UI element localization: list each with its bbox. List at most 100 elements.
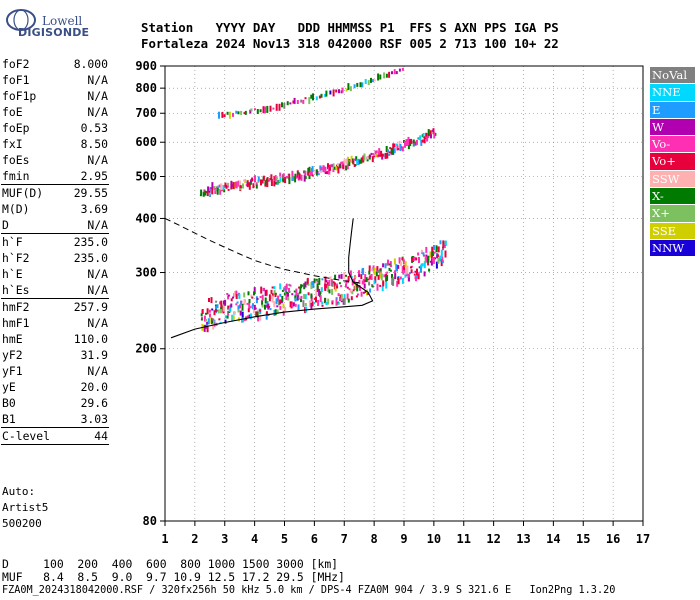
param-label: foEp bbox=[2, 121, 30, 135]
param-label: h`F2 bbox=[2, 251, 30, 265]
echo-mark bbox=[362, 267, 365, 275]
param-label: yE bbox=[2, 380, 16, 394]
echo-mark bbox=[388, 263, 391, 266]
echo-mark bbox=[397, 276, 400, 278]
echo-mark bbox=[254, 175, 256, 183]
x-tick-label: 16 bbox=[606, 532, 620, 546]
echo-mark bbox=[248, 299, 251, 303]
auto-program: Artist5 bbox=[2, 501, 49, 514]
echo-mark bbox=[306, 277, 309, 285]
echo-mark bbox=[331, 280, 334, 287]
echo-mark bbox=[324, 166, 327, 173]
echo-mark bbox=[369, 275, 372, 280]
echo-mark bbox=[392, 148, 395, 155]
echo-mark bbox=[426, 136, 429, 142]
echo-mark bbox=[418, 266, 421, 269]
echo-mark bbox=[376, 154, 379, 158]
echo-mark bbox=[327, 286, 330, 292]
echo-mark bbox=[375, 150, 378, 154]
echo-mark bbox=[241, 303, 244, 311]
echo-mark bbox=[296, 100, 299, 104]
x-tick-label: 6 bbox=[311, 532, 318, 546]
echo-mark bbox=[270, 289, 273, 294]
echo-mark bbox=[367, 80, 370, 86]
echo-mark bbox=[422, 133, 425, 138]
echo-mark bbox=[381, 286, 384, 292]
echo-mark bbox=[357, 158, 360, 165]
echo-mark bbox=[360, 158, 363, 164]
echo-mark bbox=[301, 284, 304, 287]
echo-mark bbox=[407, 136, 410, 144]
echo-mark bbox=[396, 143, 398, 146]
echo-mark bbox=[320, 170, 322, 173]
param-row: foE N/A bbox=[0, 104, 110, 120]
echo-mark bbox=[370, 268, 373, 271]
echo-mark bbox=[326, 171, 329, 175]
param-value: 29.6 bbox=[80, 396, 108, 410]
echo-mark bbox=[413, 273, 416, 276]
echo-mark bbox=[285, 283, 288, 290]
echo-mark bbox=[261, 304, 264, 308]
echo-mark bbox=[370, 152, 373, 155]
echo-mark bbox=[343, 272, 346, 280]
echo-mark bbox=[319, 291, 322, 295]
echo-mark bbox=[335, 283, 338, 286]
echo-mark bbox=[339, 297, 341, 301]
echo-mark bbox=[412, 139, 415, 147]
echo-mark bbox=[325, 280, 328, 283]
echo-mark bbox=[314, 171, 317, 175]
echo-mark bbox=[220, 183, 223, 191]
echo-mark bbox=[262, 106, 265, 114]
echo-mark bbox=[276, 179, 279, 185]
echo-mark bbox=[279, 305, 282, 310]
echo-mark bbox=[232, 182, 235, 189]
echo-mark bbox=[348, 288, 351, 291]
param-value: 2.95 bbox=[80, 169, 108, 183]
echo-mark bbox=[264, 106, 267, 114]
echo-mark bbox=[393, 148, 396, 154]
echo-mark bbox=[275, 298, 278, 305]
echo-mark bbox=[352, 289, 355, 292]
x-tick-label: 12 bbox=[486, 532, 500, 546]
echo-mark bbox=[291, 293, 294, 296]
echo-mark bbox=[379, 284, 382, 287]
echo-mark bbox=[384, 152, 387, 159]
echo-mark bbox=[300, 295, 303, 299]
echo-mark bbox=[226, 185, 229, 188]
echo-mark bbox=[347, 83, 350, 91]
param-label: hmF1 bbox=[2, 316, 30, 330]
echo-mark bbox=[253, 304, 256, 310]
legend-item: SSE bbox=[650, 222, 695, 240]
param-value: 29.55 bbox=[73, 186, 108, 200]
echo-mark bbox=[363, 283, 366, 289]
echo-mark bbox=[240, 300, 243, 303]
x-tick-label: 11 bbox=[457, 532, 471, 546]
echo-mark bbox=[204, 190, 207, 196]
echo-mark bbox=[388, 267, 391, 271]
echo-mark bbox=[311, 174, 314, 177]
echo-mark bbox=[407, 274, 410, 278]
echo-mark bbox=[402, 272, 405, 275]
echo-mark bbox=[335, 298, 338, 306]
echo-mark bbox=[216, 187, 219, 195]
echo-mark bbox=[256, 311, 259, 318]
echo-mark bbox=[283, 102, 286, 109]
echo-mark bbox=[393, 258, 396, 265]
echo-mark bbox=[308, 166, 311, 173]
echo-mark bbox=[266, 177, 269, 183]
echo-mark bbox=[284, 285, 287, 292]
echo-mark bbox=[442, 248, 444, 251]
echo-mark bbox=[430, 258, 433, 266]
echo-mark bbox=[389, 147, 392, 150]
echo-mark bbox=[243, 292, 246, 298]
echo-mark bbox=[217, 309, 220, 314]
echo-mark bbox=[249, 180, 252, 185]
echo-mark bbox=[311, 281, 314, 286]
echo-mark bbox=[338, 164, 341, 168]
echo-mark bbox=[417, 252, 420, 256]
echo-mark bbox=[248, 302, 251, 309]
echo-mark bbox=[206, 321, 209, 326]
echo-mark bbox=[315, 96, 318, 101]
echo-mark bbox=[337, 302, 340, 305]
echo-mark bbox=[235, 290, 238, 295]
